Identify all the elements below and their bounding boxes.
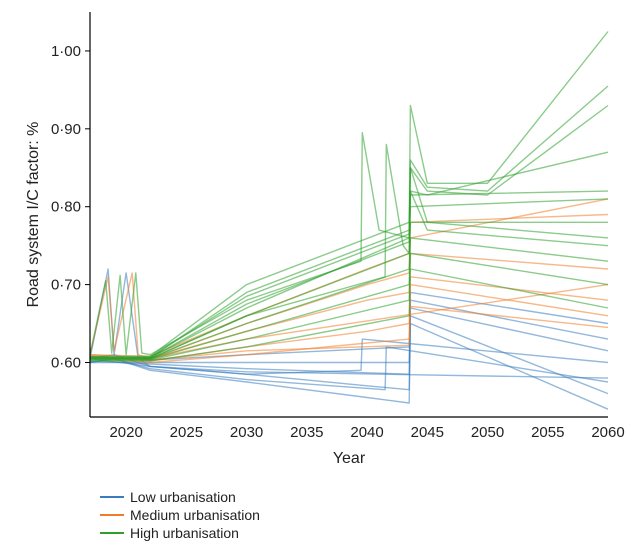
plot-area: [89, 31, 609, 410]
series-line: [89, 213, 609, 357]
legend-swatch-high: [100, 532, 124, 534]
x-tick-label: 2025: [170, 424, 203, 441]
y-tick-label: 0·80: [51, 199, 81, 216]
y-tick-label: 0·60: [51, 354, 81, 371]
legend-item-medium: Medium urbanisation: [100, 506, 260, 524]
series-medium-urbanisation: [89, 198, 609, 364]
series-high-urbanisation: [89, 31, 609, 362]
y-axis-ticks: 0·60 0·70 0·80 0·90 1·00: [51, 43, 90, 371]
series-line: [90, 237, 609, 361]
legend-item-low: Low urbanisation: [100, 488, 260, 506]
x-tick-label: 2040: [350, 424, 383, 441]
series-line: [89, 307, 609, 375]
legend-item-high: High urbanisation: [100, 524, 260, 542]
x-tick-label: 2030: [230, 424, 263, 441]
legend-label-low: Low urbanisation: [130, 489, 236, 505]
series-line: [89, 132, 609, 356]
x-tick-label: 2050: [471, 424, 504, 441]
x-tick-label: 2060: [591, 424, 624, 441]
x-tick-label: 2055: [531, 424, 564, 441]
legend-label-high: High urbanisation: [130, 525, 239, 541]
x-axis-title: Year: [333, 450, 366, 467]
y-tick-label: 0·70: [51, 277, 81, 294]
x-tick-label: 2035: [290, 424, 323, 441]
y-tick-label: 1·00: [51, 43, 81, 60]
legend-swatch-medium: [100, 514, 124, 516]
series-line: [90, 190, 609, 359]
series-line: [90, 31, 609, 357]
series-line: [90, 198, 609, 360]
y-tick-label: 0·90: [51, 121, 81, 138]
legend-swatch-low: [100, 496, 124, 498]
x-axis-ticks: 2020 2025 2030 2035 2040 2045 2050 2055 2060: [109, 424, 624, 441]
series-line: [90, 268, 609, 362]
axes: 2020 2025 2030 2035 2040 2045 2050 2055 2060 0·6…: [51, 12, 625, 441]
legend: Low urbanisation Medium urbanisation Hig…: [100, 488, 260, 542]
legend-label-medium: Medium urbanisation: [130, 507, 260, 523]
x-tick-label: 2020: [109, 424, 142, 441]
series-line: [89, 322, 609, 410]
y-axis-title: Road system I/C factor: %: [25, 122, 42, 308]
x-tick-label: 2045: [411, 424, 444, 441]
